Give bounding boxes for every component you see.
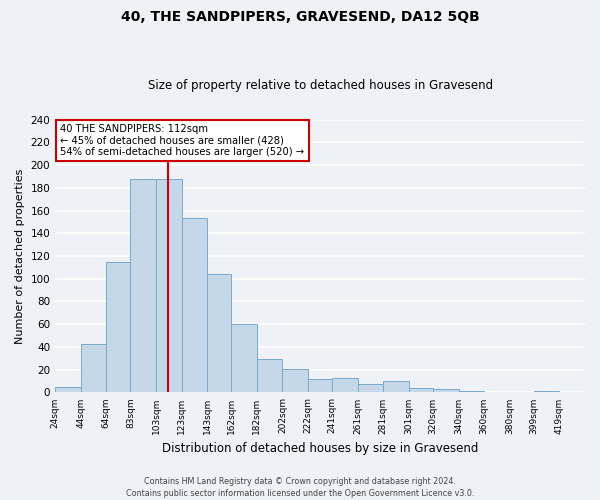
Bar [207,274,232,392]
Text: 40 THE SANDPIPERS: 112sqm
← 45% of detached houses are smaller (428)
54% of semi: 40 THE SANDPIPERS: 112sqm ← 45% of detac… [61,124,305,157]
X-axis label: Distribution of detached houses by size in Gravesend: Distribution of detached houses by size … [162,442,478,455]
Title: Size of property relative to detached houses in Gravesend: Size of property relative to detached ho… [148,79,493,92]
Bar [232,324,257,392]
Bar [182,218,207,392]
Text: 40, THE SANDPIPERS, GRAVESEND, DA12 5QB: 40, THE SANDPIPERS, GRAVESEND, DA12 5QB [121,10,479,24]
Bar [257,360,283,392]
Bar [55,386,81,392]
Bar [308,379,332,392]
Bar [358,384,383,392]
Bar [409,388,433,392]
Bar [81,344,106,392]
Y-axis label: Number of detached properties: Number of detached properties [15,168,25,344]
Bar [106,262,130,392]
Bar [433,389,458,392]
Bar [130,178,156,392]
Bar [156,178,182,392]
Text: Contains HM Land Registry data © Crown copyright and database right 2024.
Contai: Contains HM Land Registry data © Crown c… [126,476,474,498]
Bar [283,368,308,392]
Bar [332,378,358,392]
Bar [383,381,409,392]
